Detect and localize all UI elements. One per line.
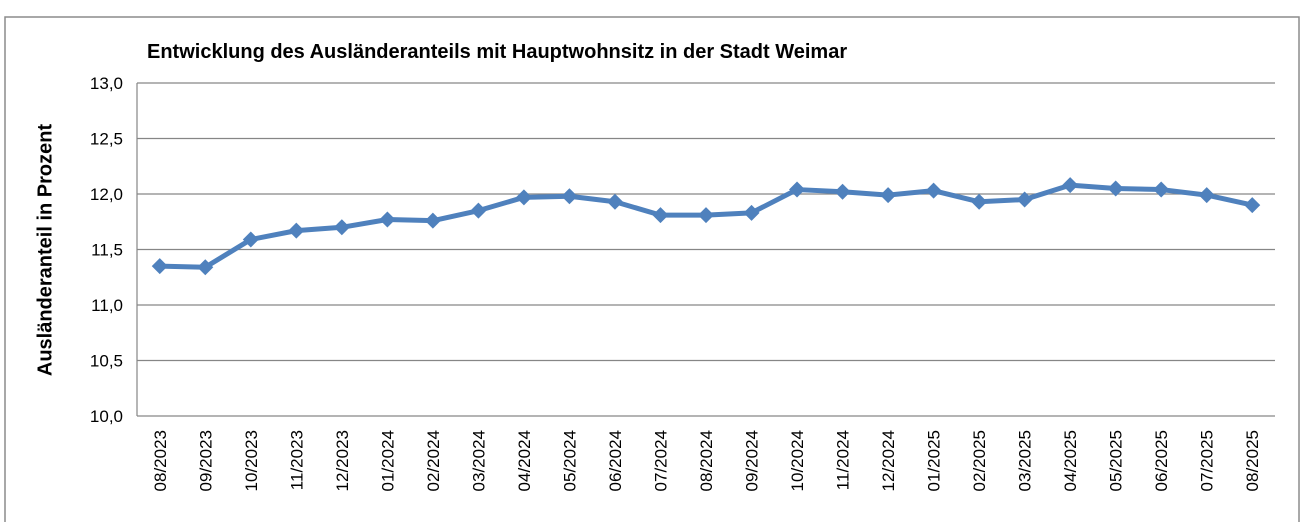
marker bbox=[606, 193, 623, 210]
x-tick-label: 09/2024 bbox=[743, 430, 762, 491]
marker bbox=[1198, 187, 1215, 204]
x-tick-label: 05/2024 bbox=[560, 430, 579, 491]
marker bbox=[1016, 191, 1033, 208]
x-tick-label: 08/2025 bbox=[1243, 430, 1262, 491]
x-tick-label: 11/2023 bbox=[287, 430, 306, 490]
marker bbox=[1244, 197, 1261, 214]
x-tick-label: 12/2024 bbox=[879, 430, 898, 491]
marker bbox=[1107, 180, 1124, 197]
x-tick-label: 08/2024 bbox=[697, 430, 716, 491]
x-tick-label: 03/2025 bbox=[1016, 430, 1035, 491]
marker bbox=[561, 188, 578, 205]
marker bbox=[1062, 177, 1079, 194]
x-tick-label: 08/2023 bbox=[151, 430, 170, 491]
y-tick-label: 12,0 bbox=[90, 185, 123, 204]
marker bbox=[925, 182, 942, 199]
x-tick-label: 11/2024 bbox=[834, 430, 853, 490]
marker bbox=[971, 193, 988, 210]
y-tick-label: 10,0 bbox=[90, 407, 123, 426]
x-tick-label: 04/2024 bbox=[515, 430, 534, 491]
marker bbox=[379, 211, 396, 228]
x-tick-label: 01/2025 bbox=[925, 430, 944, 491]
x-tick-label: 12/2023 bbox=[333, 430, 352, 491]
marker bbox=[197, 259, 214, 276]
x-tick-label: 02/2024 bbox=[424, 430, 443, 491]
marker bbox=[834, 183, 851, 200]
marker bbox=[288, 222, 305, 239]
x-tick-label: 04/2025 bbox=[1061, 430, 1080, 491]
marker bbox=[333, 219, 350, 236]
marker bbox=[242, 231, 259, 248]
y-tick-label: 11,0 bbox=[91, 296, 123, 315]
y-tick-label: 11,5 bbox=[91, 241, 123, 260]
y-axis-label: Ausländeranteil in Prozent bbox=[34, 124, 56, 377]
marker bbox=[470, 202, 487, 219]
x-tick-label: 06/2025 bbox=[1152, 430, 1171, 491]
x-tick-label: 07/2024 bbox=[651, 430, 670, 491]
x-tick-label: 10/2024 bbox=[788, 430, 807, 491]
y-tick-label: 10,5 bbox=[90, 352, 123, 371]
x-tick-label: 01/2024 bbox=[378, 430, 397, 491]
marker bbox=[515, 189, 532, 206]
x-tick-label: 10/2023 bbox=[242, 430, 261, 491]
x-tick-label: 05/2025 bbox=[1107, 430, 1126, 491]
y-tick-label: 12,5 bbox=[90, 130, 123, 149]
x-tick-label: 03/2024 bbox=[469, 430, 488, 491]
marker bbox=[880, 187, 897, 204]
x-tick-label: 06/2024 bbox=[606, 430, 625, 491]
y-tick-label: 13,0 bbox=[90, 74, 123, 93]
marker bbox=[424, 212, 441, 229]
marker bbox=[698, 207, 714, 224]
marker bbox=[743, 204, 760, 221]
x-tick-label: 02/2025 bbox=[970, 430, 989, 491]
marker bbox=[151, 258, 168, 275]
chart-title: Entwicklung des Ausländeranteils mit Hau… bbox=[147, 41, 847, 63]
x-tick-label: 07/2025 bbox=[1198, 430, 1217, 491]
marker bbox=[1153, 181, 1170, 198]
marker bbox=[789, 181, 806, 198]
x-tick-label: 09/2023 bbox=[196, 430, 215, 491]
marker bbox=[652, 207, 669, 224]
chart-frame bbox=[4, 16, 1300, 522]
